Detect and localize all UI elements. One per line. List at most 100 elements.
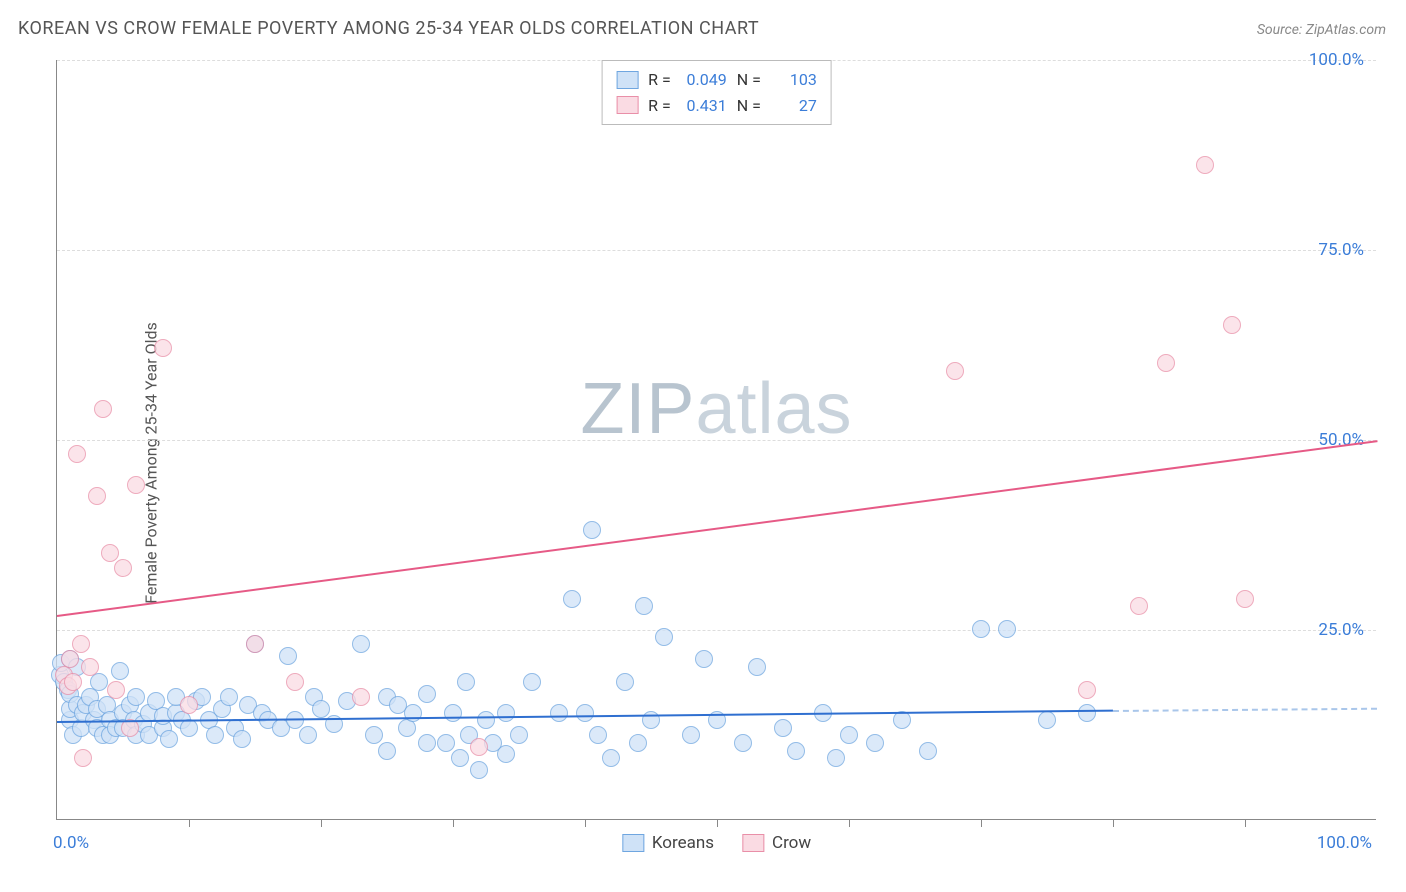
- data-point-crow: [68, 445, 86, 463]
- data-point-crow: [127, 476, 145, 494]
- legend-swatch: [742, 834, 764, 852]
- data-point-koreans: [734, 734, 752, 752]
- data-point-crow: [1223, 316, 1241, 334]
- x-tick: [1245, 819, 1246, 827]
- data-point-koreans: [497, 704, 515, 722]
- x-tick: [453, 819, 454, 827]
- data-point-koreans: [510, 726, 528, 744]
- data-point-koreans: [919, 742, 937, 760]
- watermark: ZIPatlas: [580, 368, 852, 450]
- x-tick: [1113, 819, 1114, 827]
- trend-line: [1113, 708, 1377, 712]
- data-point-koreans: [576, 704, 594, 722]
- data-point-crow: [107, 681, 125, 699]
- data-point-crow: [94, 400, 112, 418]
- swatch-crow: [616, 96, 638, 114]
- gridline: [57, 630, 1376, 631]
- n-value-crow: 27: [771, 93, 817, 119]
- data-point-koreans: [563, 590, 581, 608]
- data-point-koreans: [1038, 711, 1056, 729]
- data-point-koreans: [160, 730, 178, 748]
- data-point-koreans: [418, 734, 436, 752]
- data-point-koreans: [111, 662, 129, 680]
- data-point-crow: [180, 696, 198, 714]
- x-tick: [321, 819, 322, 827]
- data-point-koreans: [477, 711, 495, 729]
- legend-item: Crow: [742, 833, 811, 853]
- data-point-crow: [74, 749, 92, 767]
- r-value-crow: 0.431: [681, 93, 727, 119]
- data-point-koreans: [695, 650, 713, 668]
- data-point-koreans: [279, 647, 297, 665]
- data-point-crow: [114, 559, 132, 577]
- data-point-koreans: [365, 726, 383, 744]
- swatch-koreans: [616, 71, 638, 89]
- legend-item: Koreans: [622, 833, 714, 853]
- x-tick: [981, 819, 982, 827]
- data-point-koreans: [682, 726, 700, 744]
- data-point-crow: [946, 362, 964, 380]
- data-point-crow: [1196, 156, 1214, 174]
- data-point-koreans: [233, 730, 251, 748]
- data-point-koreans: [451, 749, 469, 767]
- watermark-bold: ZIP: [580, 369, 695, 449]
- data-point-crow: [72, 635, 90, 653]
- data-point-koreans: [787, 742, 805, 760]
- y-tick-label: 75.0%: [1318, 240, 1364, 260]
- legend-correlation: R = 0.049 N = 103 R = 0.431 N = 27: [601, 60, 832, 125]
- data-point-koreans: [840, 726, 858, 744]
- data-point-crow: [1157, 354, 1175, 372]
- data-point-koreans: [866, 734, 884, 752]
- r-label: R =: [648, 93, 671, 119]
- data-point-crow: [88, 487, 106, 505]
- r-value-koreans: 0.049: [681, 67, 727, 93]
- r-label: R =: [648, 67, 671, 93]
- data-point-crow: [154, 339, 172, 357]
- x-tick: [189, 819, 190, 827]
- data-point-crow: [101, 544, 119, 562]
- data-point-koreans: [1078, 704, 1096, 722]
- data-point-koreans: [312, 700, 330, 718]
- data-point-koreans: [497, 745, 515, 763]
- x-tick: [585, 819, 586, 827]
- data-point-crow: [61, 650, 79, 668]
- n-label: N =: [737, 93, 761, 119]
- data-point-koreans: [550, 704, 568, 722]
- n-value-koreans: 103: [771, 67, 817, 93]
- data-point-koreans: [616, 673, 634, 691]
- data-point-koreans: [220, 688, 238, 706]
- trend-line: [57, 440, 1377, 617]
- data-point-crow: [246, 635, 264, 653]
- data-point-koreans: [418, 685, 436, 703]
- x-tick-label: 0.0%: [53, 833, 89, 853]
- data-point-koreans: [635, 597, 653, 615]
- data-point-koreans: [774, 719, 792, 737]
- data-point-koreans: [827, 749, 845, 767]
- data-point-crow: [352, 688, 370, 706]
- data-point-koreans: [602, 749, 620, 767]
- data-point-koreans: [470, 761, 488, 779]
- data-point-koreans: [437, 734, 455, 752]
- data-point-crow: [1130, 597, 1148, 615]
- chart-title: KOREAN VS CROW FEMALE POVERTY AMONG 25-3…: [18, 18, 759, 39]
- data-point-crow: [286, 673, 304, 691]
- legend-label: Crow: [772, 833, 811, 853]
- data-point-koreans: [589, 726, 607, 744]
- data-point-koreans: [299, 726, 317, 744]
- x-tick: [849, 819, 850, 827]
- chart-header: KOREAN VS CROW FEMALE POVERTY AMONG 25-3…: [0, 0, 1406, 47]
- data-point-koreans: [655, 628, 673, 646]
- gridline: [57, 440, 1376, 441]
- data-point-crow: [1236, 590, 1254, 608]
- data-point-koreans: [206, 726, 224, 744]
- legend-label: Koreans: [652, 833, 714, 853]
- watermark-light: atlas: [695, 369, 852, 449]
- data-point-crow: [1078, 681, 1096, 699]
- gridline: [57, 250, 1376, 251]
- data-point-koreans: [90, 673, 108, 691]
- x-tick-label: 100.0%: [1317, 833, 1372, 853]
- data-point-koreans: [748, 658, 766, 676]
- chart-source: Source: ZipAtlas.com: [1257, 22, 1386, 38]
- legend-row-crow: R = 0.431 N = 27: [616, 93, 817, 119]
- data-point-koreans: [127, 688, 145, 706]
